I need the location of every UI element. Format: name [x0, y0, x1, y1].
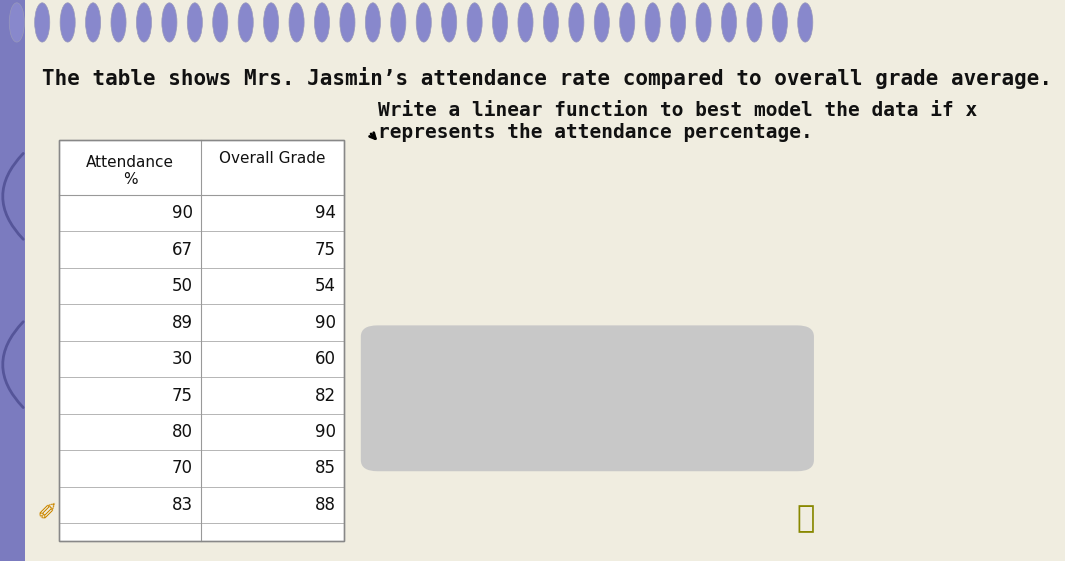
Ellipse shape — [340, 3, 355, 42]
Ellipse shape — [213, 3, 228, 42]
Text: 89: 89 — [171, 314, 193, 332]
Ellipse shape — [162, 3, 177, 42]
Ellipse shape — [263, 3, 279, 42]
Ellipse shape — [391, 3, 406, 42]
Ellipse shape — [60, 3, 76, 42]
Ellipse shape — [442, 3, 457, 42]
Ellipse shape — [10, 3, 24, 42]
Text: 94: 94 — [314, 204, 335, 222]
Text: Overall Grade: Overall Grade — [219, 151, 326, 166]
Ellipse shape — [697, 3, 711, 42]
Text: 90: 90 — [314, 314, 335, 332]
Ellipse shape — [569, 3, 584, 42]
Ellipse shape — [35, 3, 50, 42]
Ellipse shape — [365, 3, 380, 42]
Ellipse shape — [289, 3, 305, 42]
Ellipse shape — [239, 3, 253, 42]
Text: 82: 82 — [314, 387, 335, 404]
Text: 30: 30 — [171, 350, 193, 368]
Text: 60: 60 — [314, 350, 335, 368]
Text: 90: 90 — [171, 204, 193, 222]
Ellipse shape — [645, 3, 660, 42]
Ellipse shape — [136, 3, 151, 42]
Text: 80: 80 — [171, 423, 193, 441]
Text: 75: 75 — [314, 241, 335, 259]
Text: 70: 70 — [171, 459, 193, 477]
Text: 54: 54 — [314, 277, 335, 295]
Ellipse shape — [518, 3, 534, 42]
FancyBboxPatch shape — [59, 140, 344, 541]
Text: Write a linear function to best model the data if x
represents the attendance pe: Write a linear function to best model th… — [378, 101, 977, 142]
Text: 67: 67 — [171, 241, 193, 259]
Text: 75: 75 — [171, 387, 193, 404]
Text: 85: 85 — [314, 459, 335, 477]
FancyBboxPatch shape — [0, 0, 26, 561]
Ellipse shape — [798, 3, 813, 42]
Text: 90: 90 — [314, 423, 335, 441]
Ellipse shape — [671, 3, 686, 42]
Ellipse shape — [721, 3, 737, 42]
Ellipse shape — [85, 3, 100, 42]
Ellipse shape — [314, 3, 329, 42]
Ellipse shape — [492, 3, 508, 42]
Text: The table shows Mrs. Jasmin’s attendance rate compared to overall grade average.: The table shows Mrs. Jasmin’s attendance… — [42, 67, 1052, 89]
Ellipse shape — [543, 3, 558, 42]
Bar — [59, 140, 344, 541]
FancyBboxPatch shape — [361, 325, 814, 471]
Text: 🌀: 🌀 — [797, 504, 815, 534]
Ellipse shape — [468, 3, 482, 42]
Text: ✏: ✏ — [34, 495, 65, 527]
Text: 88: 88 — [314, 496, 335, 514]
Text: 83: 83 — [171, 496, 193, 514]
Ellipse shape — [187, 3, 202, 42]
Ellipse shape — [772, 3, 787, 42]
Text: Attendance
%: Attendance % — [86, 155, 174, 187]
Ellipse shape — [594, 3, 609, 42]
Ellipse shape — [416, 3, 431, 42]
Ellipse shape — [620, 3, 635, 42]
Ellipse shape — [111, 3, 126, 42]
Ellipse shape — [747, 3, 761, 42]
Text: 50: 50 — [171, 277, 193, 295]
